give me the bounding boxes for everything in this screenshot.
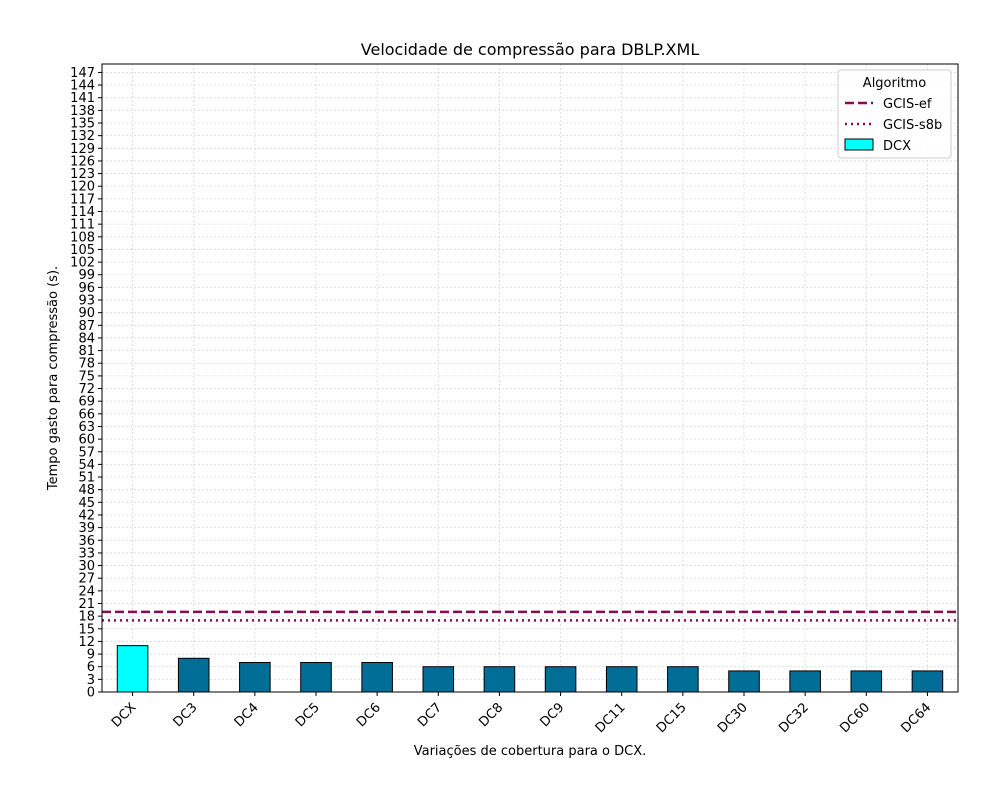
bars xyxy=(116,645,944,693)
bar-dc6 xyxy=(361,661,393,693)
y-tick-label: 51 xyxy=(78,471,95,486)
y-tick-label: 141 xyxy=(70,91,95,106)
legend-label-gcis-ef: GCIS-ef xyxy=(883,97,932,112)
bar-dc5 xyxy=(300,661,332,693)
bar-dc3 xyxy=(177,657,210,693)
y-tick-label: 60 xyxy=(78,433,95,448)
y-tick-label: 84 xyxy=(78,331,95,346)
y-tick-label: 15 xyxy=(78,622,95,637)
y-tick-label: 39 xyxy=(78,521,95,536)
y-tick-label: 12 xyxy=(78,635,95,650)
y-tick-label: 135 xyxy=(70,117,95,132)
bar-dc64 xyxy=(911,670,944,693)
x-axis-label: Variações de cobertura para o DCX. xyxy=(414,744,647,759)
legend-label-gcis-s8b: GCIS-s8b xyxy=(883,118,942,133)
bar-dc15 xyxy=(667,666,699,693)
y-tick-label: 81 xyxy=(78,344,95,359)
y-tick-label: 90 xyxy=(78,306,95,321)
grid-lines xyxy=(102,64,958,693)
y-tick-label: 105 xyxy=(70,243,95,258)
bar-dc7 xyxy=(422,666,455,693)
y-tick-label: 54 xyxy=(78,458,95,473)
y-tick-label: 45 xyxy=(78,496,95,511)
y-tick-label: 72 xyxy=(78,382,95,397)
y-tick-label: 78 xyxy=(78,357,95,372)
y-tick-label: 18 xyxy=(78,610,95,625)
y-tick-label: 108 xyxy=(70,230,95,245)
y-tick-label: 9 xyxy=(87,648,95,663)
y-tick-label: 117 xyxy=(70,192,95,207)
plot-frame xyxy=(101,63,959,693)
y-tick-label: 96 xyxy=(78,281,95,296)
y-tick-label: 129 xyxy=(70,142,95,157)
y-tick-label: 99 xyxy=(78,268,95,283)
legend: Algoritmo GCIS-ef GCIS-s8b DCX xyxy=(837,69,952,159)
chart-title: Velocidade de compressão para DBLP.XML xyxy=(361,40,700,59)
y-tick-label: 111 xyxy=(70,218,95,233)
y-tick-label: 6 xyxy=(87,660,95,675)
bar-dc8 xyxy=(483,666,516,693)
bar-dc4 xyxy=(239,661,271,693)
bar-dc11 xyxy=(605,666,638,693)
legend-swatch-dcx xyxy=(844,138,874,151)
y-tick-label: 33 xyxy=(78,546,95,561)
y-tick-label: 36 xyxy=(78,534,95,549)
y-tick-label: 138 xyxy=(70,104,95,119)
bar-dc32 xyxy=(789,670,821,693)
y-tick-label: 66 xyxy=(78,407,95,422)
y-tick-label: 126 xyxy=(70,154,95,169)
y-tick-label: 63 xyxy=(78,420,95,435)
y-tick-label: 147 xyxy=(70,66,95,81)
legend-box xyxy=(837,69,952,159)
y-axis-ticks: 0369121518212427303336394245485154576063… xyxy=(70,66,102,701)
bar-dc60 xyxy=(850,670,883,693)
y-tick-label: 132 xyxy=(70,129,95,144)
legend-label-dcx: DCX xyxy=(883,139,911,154)
legend-title: Algoritmo xyxy=(863,76,926,91)
y-tick-label: 48 xyxy=(78,483,95,498)
reference-lines xyxy=(102,610,958,622)
y-tick-label: 102 xyxy=(70,256,95,271)
y-tick-label: 123 xyxy=(70,167,95,182)
y-tick-label: 144 xyxy=(70,79,95,94)
y-tick-label: 69 xyxy=(78,395,95,410)
y-tick-label: 93 xyxy=(78,294,95,309)
bar-dc30 xyxy=(728,670,760,693)
y-tick-label: 42 xyxy=(78,508,95,523)
y-axis-label: Tempo gasto para compressão (s). xyxy=(46,266,61,491)
y-tick-label: 57 xyxy=(78,445,95,460)
y-tick-label: 21 xyxy=(78,597,95,612)
y-tick-label: 24 xyxy=(78,584,95,599)
y-tick-label: 114 xyxy=(70,205,95,220)
y-tick-label: 30 xyxy=(78,559,95,574)
y-tick-label: 0 xyxy=(87,686,95,701)
y-tick-label: 75 xyxy=(78,369,95,384)
y-tick-label: 87 xyxy=(78,319,95,334)
bar-dc9 xyxy=(544,666,577,693)
y-tick-label: 27 xyxy=(78,572,95,587)
y-tick-label: 120 xyxy=(70,180,95,195)
bar-dcx xyxy=(116,645,149,693)
y-tick-label: 3 xyxy=(87,673,95,688)
